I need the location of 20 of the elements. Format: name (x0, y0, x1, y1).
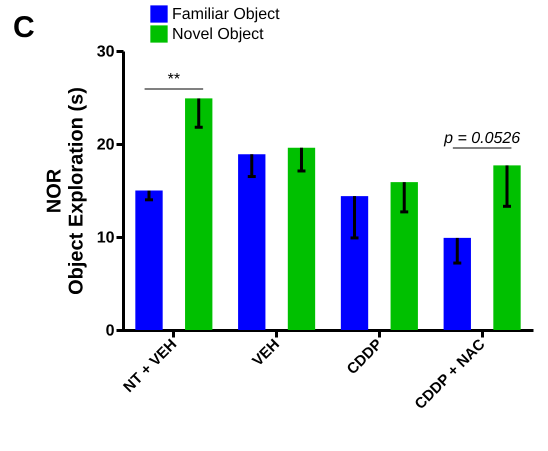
y-axis-title: NOR Object Exploration (s) (44, 87, 88, 295)
bar (185, 98, 212, 330)
legend-label: Novel Object (172, 26, 264, 43)
y-tick-label: 10 (96, 230, 115, 246)
x-tick-label: VEH (249, 336, 283, 370)
x-tick-label: NT + VEH (120, 336, 180, 396)
bar (493, 165, 521, 330)
y-tick-label: 30 (96, 44, 115, 60)
bar (238, 154, 266, 330)
legend-label: Familiar Object (172, 6, 280, 23)
bar (288, 148, 316, 330)
bar (444, 238, 471, 330)
annotation: ** (168, 71, 180, 88)
text: C (13, 11, 35, 44)
bar (135, 190, 163, 330)
y-tick-label: 0 (106, 322, 115, 340)
y-tick-label: 20 (96, 136, 115, 154)
annotation: p = 0.0526 (443, 130, 520, 147)
bar (390, 182, 418, 330)
bar (340, 196, 368, 330)
